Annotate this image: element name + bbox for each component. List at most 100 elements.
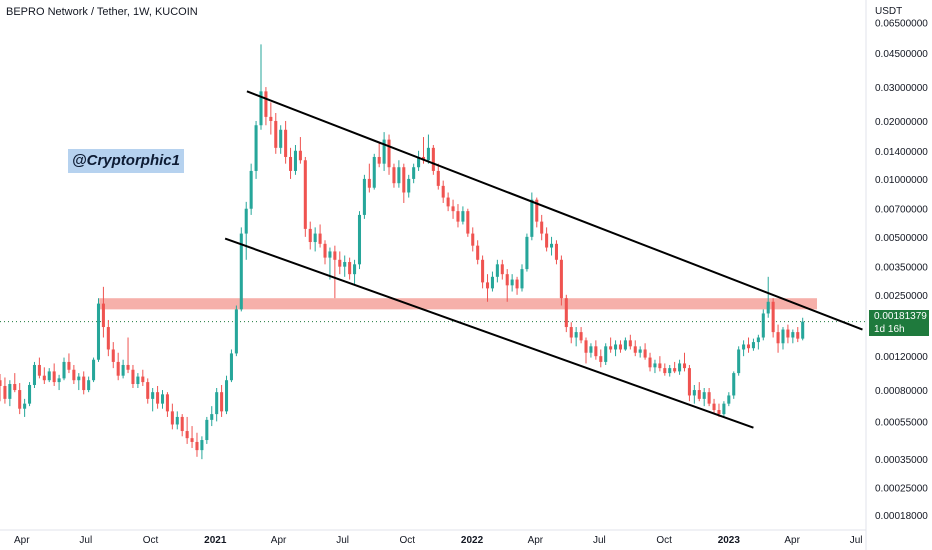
candle-up	[343, 262, 347, 267]
candle-up	[62, 361, 66, 379]
candle-up	[353, 264, 357, 275]
price-axis[interactable]: 0.06500000 0.04500000 0.03000000 0.02000000…	[875, 18, 928, 521]
candle-up	[175, 416, 179, 425]
candle-down	[190, 438, 194, 442]
candle-up	[692, 390, 696, 396]
candle-up	[229, 353, 233, 381]
lower-trendline	[224, 237, 754, 429]
currency-label: USDT	[875, 6, 903, 17]
candle-down	[648, 357, 652, 368]
time-tick-label: Apr	[271, 535, 287, 546]
candle-down	[446, 197, 450, 207]
candle-down	[284, 129, 288, 157]
candle-up	[362, 178, 366, 215]
candle-down	[42, 375, 46, 381]
time-tick-label: Jul	[79, 535, 92, 546]
candle-up	[742, 344, 746, 350]
candle-down	[441, 185, 445, 198]
price-tick-label: 0.02000000	[875, 117, 928, 128]
candle-up	[495, 264, 499, 277]
candle-down	[13, 384, 17, 391]
candle-up	[313, 233, 317, 243]
candle-down	[387, 139, 391, 168]
time-tick-label: Apr	[528, 535, 544, 546]
candle-down	[682, 363, 687, 369]
candle-up	[766, 301, 770, 314]
candle-down	[687, 368, 691, 396]
resistance-zone-layer	[0, 298, 866, 323]
time-axis[interactable]: Apr Jul Oct 2021 Apr Jul Oct 2022 Apr Jul Oct 2023 A…	[14, 535, 863, 546]
candle-up	[136, 376, 140, 385]
candle-down	[559, 259, 563, 299]
candle-up	[550, 243, 554, 248]
candle-up	[244, 208, 248, 234]
time-tick-label: Oct	[656, 535, 672, 546]
candle-down	[303, 160, 307, 229]
candle-down	[515, 279, 519, 289]
candle-up	[28, 384, 32, 404]
candle-down	[37, 364, 41, 376]
candle-up	[23, 403, 27, 409]
candle-down	[180, 416, 184, 432]
candle-down	[106, 327, 110, 350]
time-tick-label: Oct	[400, 535, 416, 546]
candle-down	[165, 394, 169, 412]
price-tick-label: 0.00055000	[875, 417, 928, 428]
candle-up	[254, 125, 258, 171]
candle-down	[220, 392, 224, 412]
candle-down	[0, 380, 2, 386]
candle-up	[530, 199, 534, 237]
price-tick-label: 0.00025000	[875, 483, 928, 494]
candle-up	[200, 440, 204, 451]
candle-up	[668, 368, 672, 374]
candle-down	[308, 228, 312, 243]
price-tick-label: 0.00120000	[875, 352, 928, 363]
upper-trendline	[246, 90, 863, 331]
candle-up	[47, 371, 51, 381]
candle-down	[564, 298, 568, 328]
price-tick-label: 0.00250000	[875, 291, 928, 302]
candle-down	[481, 259, 485, 283]
candle-down	[712, 403, 716, 411]
candle-down	[318, 233, 322, 244]
candle-up	[761, 313, 765, 338]
candle-down	[584, 340, 588, 353]
candle-up	[653, 363, 657, 368]
candle-up	[614, 344, 618, 350]
candle-up	[151, 392, 155, 399]
candle-down	[569, 327, 573, 338]
candle-up	[407, 178, 411, 193]
candle-down	[141, 376, 145, 383]
candle-down	[663, 368, 667, 374]
candle-down	[72, 369, 76, 381]
candle-down	[451, 206, 455, 212]
candle-up	[732, 373, 736, 396]
candle-up	[417, 156, 421, 168]
candle-down	[786, 329, 790, 338]
candle-up	[239, 233, 243, 310]
candle-up	[32, 364, 36, 385]
candle-down	[111, 349, 115, 362]
time-tick-label: Oct	[143, 535, 159, 546]
candle-down	[476, 245, 480, 260]
candle-up	[589, 346, 593, 353]
candle-up	[461, 211, 465, 222]
candle-up	[727, 395, 731, 404]
candle-up	[737, 349, 741, 374]
candle-down	[594, 346, 598, 357]
candle-down	[116, 361, 120, 376]
candle-down	[535, 199, 539, 222]
candle-up	[574, 332, 578, 338]
candle-up	[623, 340, 627, 350]
author-watermark: @Cryptorphic1	[68, 149, 184, 173]
candle-up	[224, 380, 229, 412]
time-tick-label: Jul	[850, 535, 863, 546]
candle-up	[702, 392, 706, 399]
candle-down	[466, 211, 470, 234]
time-tick-label: 2021	[204, 535, 227, 546]
candle-up	[96, 303, 101, 360]
candle-down	[269, 116, 273, 121]
candle-up	[756, 337, 760, 343]
candle-up	[525, 236, 529, 270]
